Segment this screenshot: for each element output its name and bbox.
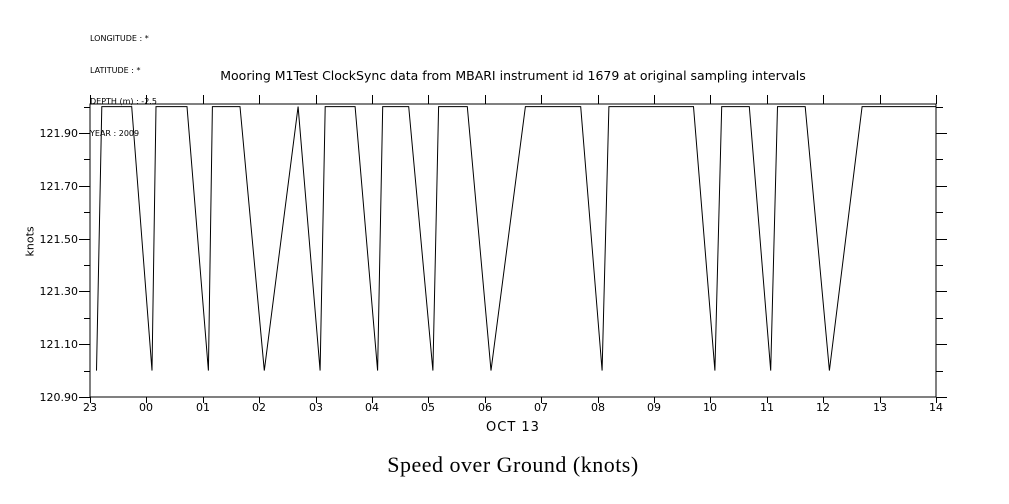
y-axis-title: knots	[23, 226, 37, 257]
metadata-block: LONGITUDE : * LATITUDE : * DEPTH (m) : -…	[90, 13, 157, 160]
x-tick-label-00: 00	[139, 401, 153, 414]
x-tick-label-07: 07	[534, 401, 548, 414]
x-tick-label-05: 05	[421, 401, 435, 414]
y-tick-label-121.90: 121.90	[39, 127, 79, 140]
x-tick-label-02: 02	[252, 401, 266, 414]
y-tick-label-121.50: 121.50	[39, 233, 79, 246]
x-tick-label-10: 10	[703, 401, 717, 414]
x-tick-label-11: 11	[760, 401, 774, 414]
x-tick-label-23: 23	[83, 401, 97, 414]
x-tick-label-13: 13	[873, 401, 887, 414]
data-line-speed_over_ground	[96, 106, 936, 371]
x-tick-label-06: 06	[478, 401, 492, 414]
y-tick-label-121.10: 121.10	[39, 338, 79, 351]
plot-frame	[89, 103, 937, 398]
y-tick-label-121.30: 121.30	[39, 285, 79, 298]
metadata-longitude: LONGITUDE : *	[90, 34, 149, 43]
x-tick-label-08: 08	[591, 401, 605, 414]
x-tick-label-14: 14	[929, 401, 943, 414]
metadata-year: YEAR : 2009	[90, 128, 140, 138]
x-tick-label-03: 03	[309, 401, 323, 414]
y-tick-label-120.90: 120.90	[39, 391, 79, 404]
x-tick-label-04: 04	[365, 401, 379, 414]
x-tick-label-01: 01	[196, 401, 210, 414]
x-tick-label-09: 09	[647, 401, 661, 414]
chart-caption: Speed over Ground (knots)	[387, 452, 639, 477]
x-axis-date-label: OCT 13	[486, 420, 540, 435]
metadata-depth: DEPTH (m) : -2.5	[90, 97, 157, 106]
plot-title: Mooring M1Test ClockSync data from MBARI…	[220, 68, 806, 83]
x-tick-label-12: 12	[816, 401, 830, 414]
y-tick-label-121.70: 121.70	[39, 180, 79, 193]
metadata-latitude: LATITUDE : *	[90, 65, 141, 75]
